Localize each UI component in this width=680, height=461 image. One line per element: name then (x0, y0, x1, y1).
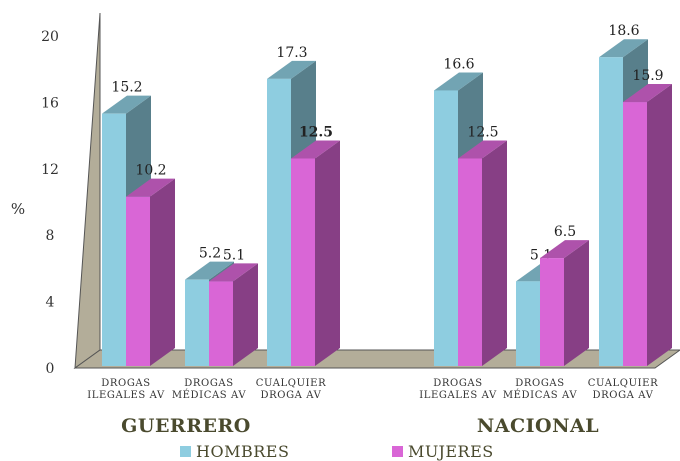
bar-front (434, 90, 458, 366)
bar-mujeres-4 (540, 240, 589, 366)
legend-swatch (392, 446, 403, 457)
data-label: 5.2 (199, 246, 221, 262)
bar-front (291, 158, 315, 366)
category-labels: DROGAS ILEGALES AV DROGAS MÉDICAS AV CUALQUI… (87, 378, 658, 401)
y-axis-ticks: 0 4 8 12 16 20 (41, 29, 59, 377)
bar-front (267, 78, 291, 366)
bar-front (458, 158, 482, 366)
legend-label: HOMBRES (196, 442, 289, 461)
category-label: DROGAS ILEGALES AV (87, 378, 165, 401)
y-tick-label: 0 (46, 361, 55, 377)
y-tick-label: 4 (46, 295, 55, 311)
bar-front (623, 102, 647, 366)
back-wall (74, 12, 101, 370)
bars: 15.25.217.316.65.118.610.25.112.5 12.56.5… (102, 23, 672, 367)
bar-front (209, 281, 233, 366)
category-label: DROGAS MÉDICAS AV (172, 378, 247, 401)
bar-side (233, 263, 258, 366)
bar-top (185, 261, 234, 280)
bar-top (434, 72, 483, 91)
data-label: 15.9 (632, 68, 663, 84)
data-label: 18.6 (608, 23, 639, 39)
y-tick-label: 20 (41, 29, 59, 45)
bar-top (599, 39, 648, 58)
category-label: CUALQUIER DROGA AV (256, 378, 326, 401)
group-labels: GUERRERO NACIONAL (121, 415, 599, 437)
data-label: 6.5 (554, 224, 576, 240)
bar-front (599, 57, 623, 367)
bar-front (540, 258, 564, 366)
bar-mujeres-0 (126, 178, 175, 366)
bar-top (623, 84, 672, 103)
bar-mujeres-3 (458, 140, 507, 366)
legend-item-hombres: HOMBRES (180, 442, 289, 461)
data-label: 12.5 (299, 125, 333, 141)
bar-front (102, 113, 126, 367)
bar-mujeres-2 (291, 140, 340, 366)
category-label: CUALQUIER DROGA AV (588, 378, 658, 401)
bar-top (209, 263, 258, 282)
legend-item-mujeres: MUJERES (392, 442, 494, 461)
bar-front (516, 281, 540, 366)
y-tick-label: 16 (41, 95, 59, 111)
legend-label: MUJERES (408, 442, 494, 461)
y-tick-label: 12 (41, 162, 59, 178)
bar-side (647, 84, 672, 366)
data-label: 16.6 (443, 56, 474, 72)
y-axis-label: % (11, 200, 25, 218)
data-label: 10.2 (135, 163, 166, 179)
bar-mujeres-5 (623, 84, 672, 366)
bar-side (564, 240, 589, 366)
legend-swatch (180, 446, 191, 457)
bar-side (150, 178, 175, 366)
legend: HOMBRES MUJERES (180, 442, 494, 461)
bar-side (482, 140, 507, 366)
bar-top (126, 178, 175, 197)
bar-top (291, 140, 340, 159)
group-label-guerrero: GUERRERO (121, 415, 251, 437)
bar-top (267, 60, 316, 79)
data-label: 17.3 (276, 45, 307, 61)
y-tick-label: 8 (46, 228, 55, 244)
data-label: 5.1 (223, 247, 245, 263)
bar-mujeres-1 (209, 263, 258, 366)
bar-side (315, 140, 340, 366)
category-label: DROGAS MÉDICAS AV (503, 378, 578, 401)
data-label: 15.2 (111, 80, 142, 96)
group-label-nacional: NACIONAL (477, 415, 599, 437)
bar-top (102, 95, 151, 114)
bar-front (126, 196, 150, 366)
data-label: 12.5 (467, 125, 498, 141)
bar-top (458, 140, 507, 159)
category-label: DROGAS ILEGALES AV (419, 378, 497, 401)
bar-top (540, 240, 589, 259)
bar-front (185, 279, 209, 366)
